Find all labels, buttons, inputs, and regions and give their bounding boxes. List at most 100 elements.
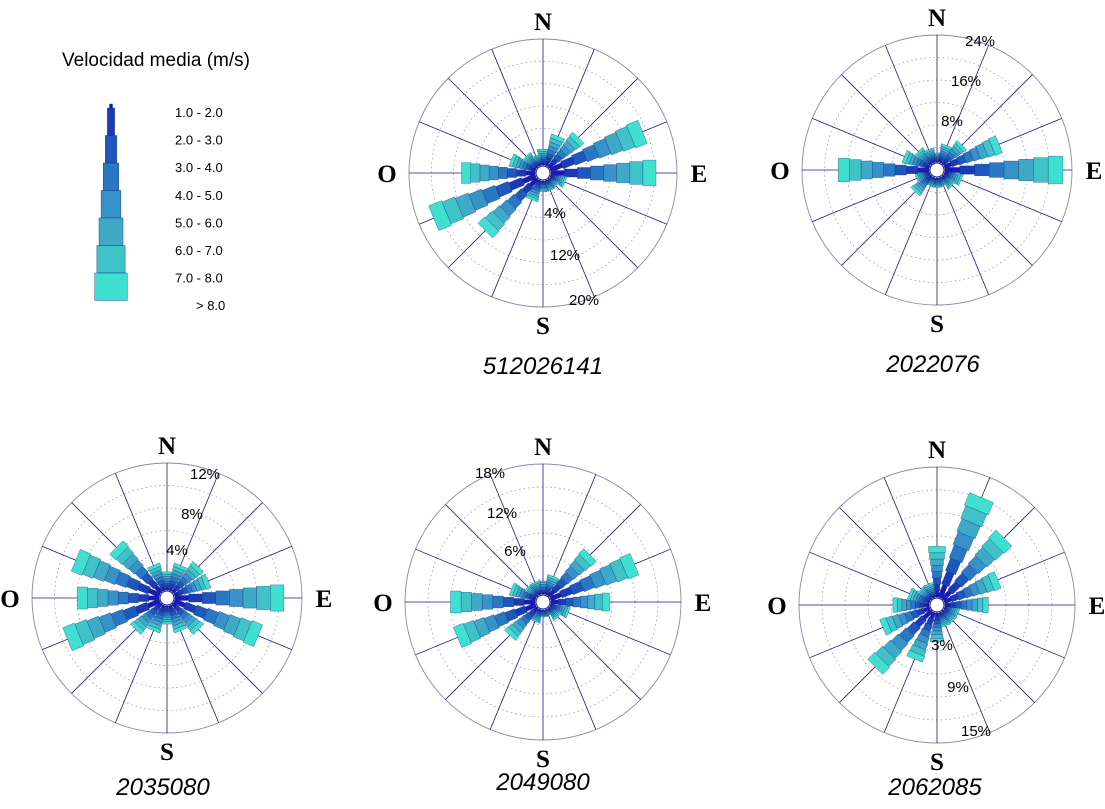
- rose-petal-2049080-90-bin4: [572, 596, 581, 608]
- rose-petal-2062085-270-bin7: [897, 598, 903, 612]
- direction-label-N: N: [928, 5, 946, 32]
- rose-petal-2049080-270-bin4: [492, 595, 504, 609]
- percent-ring-label: 8%: [941, 113, 963, 130]
- rose-petal-2049080-112.5-bin8: [563, 605, 571, 619]
- direction-label-S: S: [930, 749, 944, 776]
- rose-petal-2062085-45-bin8: [988, 529, 1013, 554]
- percent-ring-label: 9%: [947, 679, 969, 696]
- rose-petal-512026141-315-bin8: [521, 151, 532, 162]
- rose-spoke: [884, 169, 938, 295]
- legend-swatch-7: [96, 245, 126, 274]
- rose-petal-512026141-270-bin2: [516, 169, 526, 177]
- rose-petal-2062085-90-bin3: [955, 601, 962, 609]
- rose-petal-2035080-90-bin3: [202, 592, 216, 604]
- rose-petal-2049080-0-bin2: [540, 590, 546, 593]
- rose-petal-2049080-270-bin5: [482, 594, 493, 610]
- rose-petal-2049080-90-bin3: [565, 597, 574, 607]
- rose-petal-2062085-0-bin7: [929, 552, 945, 560]
- direction-label-N: N: [158, 433, 176, 460]
- rose-center: [535, 165, 551, 181]
- rose-petal-2022076-270-bin4: [883, 163, 896, 177]
- rose-petal-2062085-180-bin1: [935, 612, 939, 617]
- rose-petal-512026141-90-bin6: [616, 162, 630, 184]
- percent-ring-label: 3%: [931, 637, 953, 654]
- rose-petal-2035080-180-bin4: [163, 612, 171, 616]
- rose-petal-512026141-0-bin2: [540, 160, 546, 164]
- wind-rose-2035080: N E S O 4% 8% 12% 2035080: [0, 433, 332, 801]
- rose-petal-2062085-180-bin6: [931, 630, 943, 635]
- rose-petal-512026141-270-bin7: [470, 163, 481, 183]
- rose-spoke: [542, 172, 595, 297]
- rose-petal-2049080-0-bin1: [541, 592, 545, 595]
- rose-petal-2022076-67.5-bin8: [988, 135, 1003, 156]
- legend-swatch-4: [102, 162, 119, 191]
- rose-petal-512026141-247.5-bin8: [428, 200, 452, 231]
- rose-petal-2035080-270-bin4: [118, 591, 129, 605]
- rose-petal-2062085-270-bin8: [892, 597, 898, 613]
- direction-label-O: O: [377, 161, 396, 188]
- rose-petal-2022076-270-bin7: [849, 159, 862, 181]
- legend-swatch-2: [107, 107, 115, 136]
- rose-petal-2022076-90-bin2: [959, 165, 975, 175]
- rose-petal-512026141-270-bin5: [488, 165, 499, 181]
- rose-spoke: [936, 604, 1065, 659]
- rose-spoke: [812, 169, 938, 223]
- rose-petal-2022076-0-bin1: [935, 160, 939, 163]
- rose-petal-512026141-0-bin7: [537, 151, 549, 154]
- percent-ring-label: 8%: [181, 506, 203, 523]
- rose-petal-2049080-67.5-bin8: [619, 553, 640, 580]
- rose-petal-2035080-270-bin8: [77, 586, 88, 610]
- rose-petal-2049080-270-bin2: [513, 598, 525, 606]
- rose-petal-512026141-90-bin5: [603, 164, 617, 182]
- rose-petal-2022076-90-bin5: [1003, 160, 1019, 180]
- direction-label-O: O: [0, 586, 19, 613]
- rose-petal-2035080-0-bin5: [162, 578, 172, 582]
- rose-petal-512026141-180-bin1: [541, 180, 545, 183]
- rose-petal-2035080-202.5-bin8: [147, 624, 162, 634]
- legend: Velocidad media (m/s) 1.0 - 2.0 2.0 - 3.0…: [62, 50, 250, 313]
- rose-center: [929, 162, 945, 178]
- rose-petal-2022076-270-bin8: [838, 158, 850, 182]
- rose-petal-2035080-180-bin3: [164, 610, 170, 613]
- rose-petal-2022076-0-bin2: [934, 159, 940, 162]
- rose-petal-512026141-225-bin8: [477, 216, 500, 239]
- station-title: 2062085: [887, 774, 982, 801]
- rose-petal-512026141-270-bin8: [461, 162, 471, 184]
- rose-petal-2049080-270-bin3: [503, 597, 515, 607]
- rose-petal-512026141-270-bin4: [498, 167, 508, 179]
- rose-petal-2049080-270-bin6: [471, 593, 483, 611]
- rose-petal-512026141-112.5-bin8: [560, 175, 568, 188]
- direction-label-O: O: [373, 590, 392, 617]
- percent-ring-label: 24%: [965, 33, 995, 50]
- direction-label-S: S: [536, 746, 550, 773]
- rose-petal-2022076-180-bin1: [935, 177, 939, 180]
- rose-petal-2062085-180-bin8: [930, 638, 944, 643]
- rose-petal-2062085-337.5-bin8: [923, 581, 935, 589]
- rose-petal-2062085-270-bin3: [915, 601, 921, 609]
- rose-petal-2062085-67.5-bin8: [987, 571, 1002, 592]
- wind-rose-2062085: N E S O 3% 9% 15% 2062085: [767, 437, 1105, 801]
- rose-petal-2062085-225-bin8: [867, 652, 890, 675]
- rose-petal-2022076-270-bin6: [860, 160, 873, 180]
- rose-spoke: [839, 507, 938, 606]
- direction-label-N: N: [928, 437, 946, 464]
- rose-petal-2049080-90-bin7: [594, 593, 603, 611]
- rose-spoke: [542, 601, 641, 700]
- rose-spoke: [884, 45, 938, 171]
- rose-petal-2035080-22.5-bin8: [172, 562, 187, 572]
- rose-petal-2062085-180-bin2: [934, 616, 940, 621]
- rose-petal-2022076-292.5-bin8: [901, 150, 911, 165]
- rose-petal-2035080-247.5-bin8: [62, 622, 84, 651]
- rose-petal-2022076-135-bin8: [946, 179, 957, 190]
- rose-petal-512026141-270-bin6: [479, 164, 490, 182]
- rose-petal-2062085-270-bin4: [910, 600, 916, 610]
- legend-label-4: 4.0 - 5.0: [175, 188, 223, 203]
- rose-petal-2035080-270-bin7: [87, 588, 98, 608]
- rose-petal-2035080-270-bin6: [97, 589, 109, 607]
- legend-labels: 1.0 - 2.0 2.0 - 3.0 3.0 - 4.0 4.0 - 5.0 5.0 …: [175, 105, 225, 313]
- rose-petal-512026141-180-bin3: [540, 183, 546, 186]
- rose-petal-2049080-270-bin8: [450, 590, 462, 614]
- rose-petal-2049080-45-bin8: [578, 548, 597, 567]
- rose-petal-2022076-315-bin8: [914, 147, 925, 158]
- rose-petal-2035080-180-bin1: [165, 605, 169, 609]
